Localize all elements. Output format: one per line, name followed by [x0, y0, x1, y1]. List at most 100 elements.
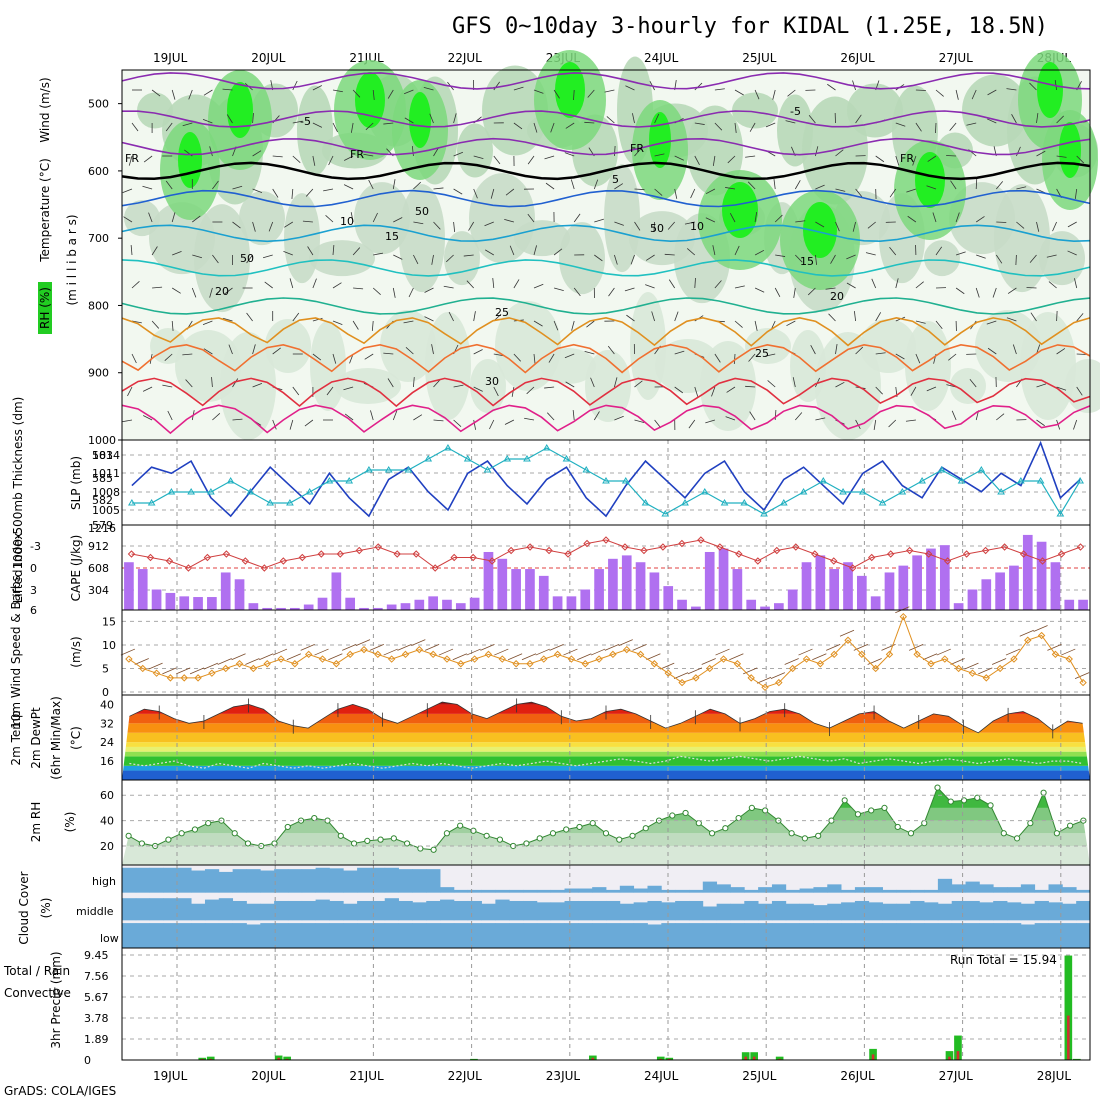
wind-barb [1076, 386, 1083, 396]
thickness-point [621, 477, 630, 484]
rh-point [536, 835, 543, 842]
y-tick-label: 15 [102, 615, 116, 628]
wind-barb [553, 248, 563, 256]
wind-barb [725, 416, 736, 421]
cloud-cell [481, 903, 496, 921]
cloud-cell [744, 900, 759, 921]
li-point [260, 564, 269, 572]
wind-barb [889, 246, 897, 256]
cloud-cell [951, 923, 966, 948]
wind-speed-point [553, 650, 562, 659]
wind-barb [734, 285, 745, 289]
wind-barb [908, 643, 924, 651]
wind-barb [711, 386, 716, 397]
wind-barb [452, 653, 467, 661]
cloud-cell [357, 867, 372, 893]
rh-point [868, 807, 875, 814]
rh-shading [915, 152, 945, 208]
cloud-cell [675, 923, 690, 948]
cloud-cell [564, 888, 579, 893]
wind-barb [654, 188, 663, 196]
cloud-cell [495, 923, 510, 948]
wind-barb [364, 353, 374, 360]
cloud-cell [384, 923, 399, 948]
wind-barb [231, 653, 246, 661]
wind-barb [289, 278, 294, 289]
cloud-cell [260, 923, 275, 948]
temperature-contour [121, 259, 1091, 277]
cloud-cell [467, 923, 482, 948]
wind-barb [252, 344, 256, 355]
wind-barb [212, 180, 219, 190]
wind-barb [792, 377, 796, 388]
cape-bar [704, 551, 715, 610]
wind-speed-point [636, 650, 645, 659]
wind-barb [192, 215, 201, 223]
wind-barb [690, 188, 696, 199]
y-tick-label: 7.56 [84, 970, 109, 983]
wind-speed-point [623, 645, 631, 654]
precip-total-bar [945, 1051, 954, 1060]
wind-barb [524, 417, 535, 421]
cloud-cell [260, 870, 275, 893]
cloud-cell [1020, 884, 1036, 893]
cloud-cell [315, 899, 330, 921]
thickness-point [187, 488, 196, 495]
contour-label: 10 [340, 215, 354, 228]
wind-barb [232, 378, 239, 388]
wind-barb [564, 152, 575, 157]
wind-barb [1056, 386, 1067, 391]
cloud-cell [606, 923, 621, 948]
wind-speed-point [664, 669, 672, 677]
wind-barb [493, 386, 499, 397]
slp-tick-label: 1014 [92, 449, 120, 462]
wind-barb [1076, 155, 1085, 164]
thickness-point [898, 488, 907, 495]
wind-barb [1048, 281, 1057, 289]
temperature-contour [121, 161, 1091, 181]
wind-speed-point [526, 660, 534, 668]
wind-barb [756, 676, 772, 684]
wind-barb [387, 89, 394, 99]
wind-barb [468, 221, 475, 231]
cloud-cell [882, 889, 897, 893]
wind-speed-point [775, 678, 783, 687]
wind-speed-point [650, 660, 659, 668]
cape-bar [718, 548, 729, 610]
li-point [526, 543, 534, 551]
thickness-point [404, 466, 413, 473]
wind-barb [743, 667, 758, 675]
cloud-cell [329, 900, 344, 921]
wind-speed-point [125, 655, 133, 663]
wind-barb [453, 113, 457, 124]
cape-bar [815, 555, 826, 610]
wind-speed-point [484, 650, 493, 659]
cloud-cell [730, 903, 745, 921]
thickness-point [147, 499, 156, 506]
wind-barb [533, 353, 536, 364]
cloud-cell [993, 923, 1008, 948]
cloud-cell [135, 867, 151, 893]
wind-barb [584, 121, 595, 124]
li-point [241, 557, 250, 565]
rh-point [735, 814, 742, 822]
wind-barb [151, 89, 161, 97]
temperature-contour [121, 189, 1091, 208]
temperature-contour [121, 316, 1091, 347]
cape-bar [483, 551, 494, 610]
wind-barb [895, 278, 899, 289]
wind-barb [383, 352, 394, 355]
rh-shading [220, 332, 276, 440]
wind-barb [852, 221, 856, 232]
wind-barb [946, 155, 957, 157]
wind-barb [142, 386, 153, 392]
wind-barb [827, 83, 836, 91]
cloud-cell [246, 903, 261, 921]
temp-band [122, 702, 1090, 705]
thickness-tick-label: 585 [92, 472, 113, 485]
wind-barb [507, 653, 523, 661]
wind-barb [772, 89, 776, 100]
wind-speed-point [166, 674, 175, 682]
cape-bar [1050, 562, 1061, 610]
wind-barb [453, 188, 463, 195]
